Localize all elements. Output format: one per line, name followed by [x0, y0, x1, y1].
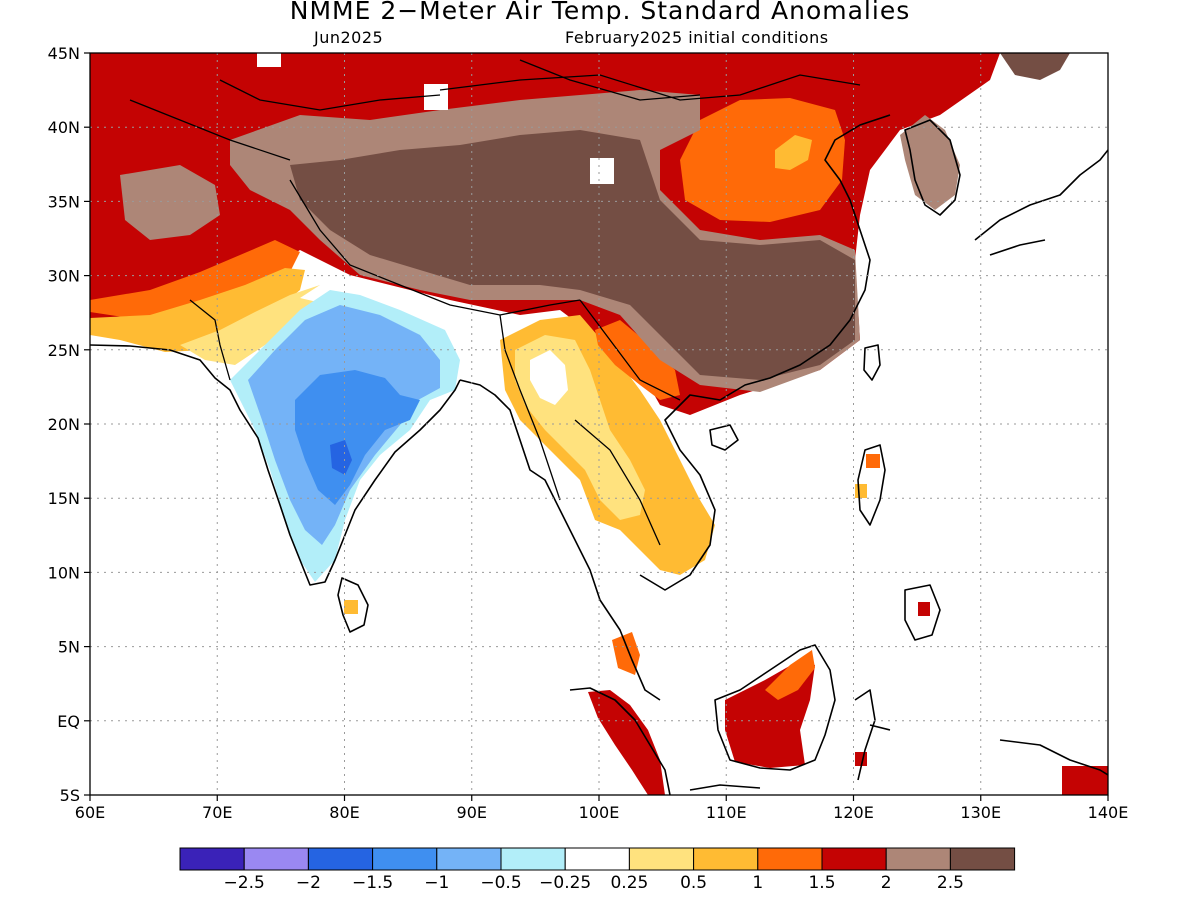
lat-tick-label: 35N: [48, 192, 80, 211]
anomaly-region-1-5-china: [680, 98, 845, 222]
coast-mindanao: [904, 584, 941, 641]
anomaly-region-0-5: [180, 285, 335, 365]
coast-sulawesi: [854, 689, 891, 781]
gridlines: [90, 53, 1108, 795]
border-pakistan-india: [189, 299, 231, 381]
colorbar-label: 2.5: [937, 873, 964, 893]
lon-tick-label: 70E: [202, 803, 232, 822]
colorbar-swatch: [564, 847, 630, 871]
colorbar-swatch: [179, 847, 245, 871]
anomaly-region-1-5: [90, 240, 300, 318]
colorbar-swatch: [307, 847, 374, 871]
lat-tick-label: 15N: [48, 489, 80, 508]
anomaly-region-sumatra: [588, 690, 665, 795]
anomaly-region-myanmar-1-5: [595, 320, 680, 400]
anomaly-cell-srilanka: [344, 600, 358, 614]
colorbar-label: 2: [881, 873, 892, 893]
colorbar-label: 1: [752, 873, 763, 893]
coast-japan: [974, 149, 1108, 256]
colorbar-swatch: [243, 847, 309, 871]
lon-tick-label: 90E: [457, 803, 487, 822]
colorbar-swatch: [628, 847, 695, 871]
lon-tick-label: 130E: [960, 803, 1001, 822]
colorbar-label: 1.5: [808, 873, 835, 893]
lon-tick-label: 60E: [75, 803, 105, 822]
anomaly-region-2-korea: [900, 115, 960, 210]
anomaly-region-indochina-neutral: [530, 350, 568, 405]
colorbar-swatch: [693, 847, 759, 871]
colorbar-swatch: [757, 847, 823, 871]
anomaly-region-cool-1: [295, 370, 420, 505]
colorbar-label: −1: [424, 873, 449, 893]
border-himalaya: [289, 179, 581, 316]
anomaly-fields: [90, 53, 1108, 795]
coast-indochina-east: [639, 114, 891, 591]
colorbar-swatch: [821, 847, 887, 871]
lon-tick-label: 80E: [329, 803, 359, 822]
anomaly-region-2-5-northeast: [1000, 53, 1070, 80]
lat-tick-label: 20N: [48, 415, 80, 434]
border-myanmar: [499, 314, 561, 501]
colorbar-swatch: [372, 847, 438, 871]
colorbar-label: −2.5: [224, 873, 265, 893]
coast-bay-to-china: [459, 379, 661, 701]
missing-data-cell: [590, 158, 614, 184]
border-thailand: [574, 419, 661, 546]
anomaly-region-1-china: [775, 135, 812, 170]
coast-srilanka: [337, 577, 369, 633]
lat-tick-label: 10N: [48, 563, 80, 582]
anomaly-region-2-5-plateau: [290, 130, 855, 380]
coast-java: [689, 784, 761, 791]
country-borders: [129, 59, 861, 546]
anomaly-region-1: [90, 268, 305, 352]
anomaly-cell-mindanao: [918, 602, 930, 616]
missing-data-cell: [424, 84, 448, 110]
anomaly-region-2-west: [120, 165, 220, 240]
colorbar-label: 0.25: [610, 873, 648, 893]
latitude-axis: 45N 40N 35N 30N 25N 20N 15N 10N 5N EQ 5S: [48, 44, 90, 805]
colorbar: −2.5 −2 −1.5 −1 −0.5 −0.25 0.25 0.5 1 1.5 2 2.5: [179, 847, 1016, 893]
initial-conditions: February2025 initial conditions: [565, 28, 829, 47]
anomaly-region-cool-1-5: [330, 440, 352, 475]
coast-sumatra: [569, 687, 671, 795]
colorbar-swatch: [436, 847, 502, 871]
colorbar-label: −0.25: [539, 873, 591, 893]
anomaly-cell-luzon-south: [855, 484, 867, 498]
lon-tick-label: 110E: [706, 803, 747, 822]
lon-tick-label: 100E: [579, 803, 620, 822]
lat-tick-label: 45N: [48, 44, 80, 63]
lat-tick-label: 25N: [48, 341, 80, 360]
coast-arabia-india: [90, 344, 461, 586]
coast-new-guinea: [999, 739, 1108, 776]
border-mongolia: [439, 74, 861, 101]
coastlines: [90, 114, 1108, 795]
coast-taiwan: [863, 344, 881, 381]
lat-tick-label: 5N: [58, 638, 80, 657]
missing-data-cell: [257, 53, 281, 67]
anomaly-region-borneo-1-5: [765, 650, 815, 700]
lat-tick-label: 5S: [60, 786, 80, 805]
lat-tick-label: 30N: [48, 267, 80, 286]
map-title: NMME 2−Meter Air Temp. Standard Anomalie…: [289, 0, 911, 25]
coast-borneo: [714, 644, 836, 771]
border-china-laos: [579, 299, 681, 401]
colorbar-swatch: [885, 847, 951, 871]
colorbar-label: −2: [296, 873, 321, 893]
colorbar-label: −1.5: [352, 873, 393, 893]
forecast-month: Jun2025: [314, 28, 384, 47]
coast-luzon: [857, 444, 886, 526]
lat-tick-label: 40N: [48, 118, 80, 137]
colorbar-label: −0.5: [480, 873, 521, 893]
lon-tick-label: 140E: [1088, 803, 1129, 822]
anomaly-cell-luzon: [866, 454, 880, 468]
lat-tick-label: EQ: [57, 712, 80, 731]
colorbar-swatch: [949, 847, 1016, 871]
lon-tick-label: 120E: [833, 803, 874, 822]
colorbar-label: 0.5: [680, 873, 707, 893]
coast-korea: [904, 119, 961, 216]
longitude-axis: 60E 70E 80E 90E 100E 110E 120E 130E 140E: [75, 795, 1129, 822]
colorbar-swatch: [500, 847, 566, 871]
